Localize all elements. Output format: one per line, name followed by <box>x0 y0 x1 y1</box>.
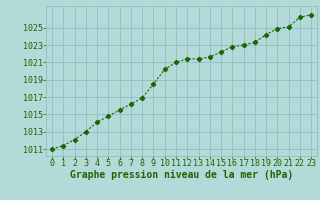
X-axis label: Graphe pression niveau de la mer (hPa): Graphe pression niveau de la mer (hPa) <box>70 170 293 180</box>
